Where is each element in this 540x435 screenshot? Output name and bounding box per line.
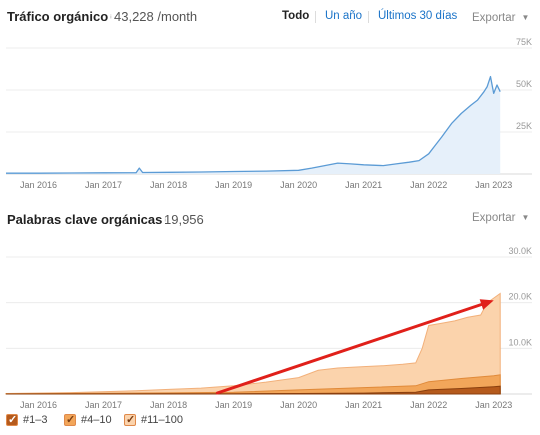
series-11-100-area (5, 292, 501, 395)
x-tick-label: Jan 2017 (85, 400, 122, 410)
series-4-10-area (5, 374, 501, 395)
series-1-3-area (5, 385, 501, 395)
x-tick-label: Jan 2017 (85, 180, 122, 190)
x-tick-label: Jan 2020 (280, 180, 317, 190)
x-tick-label: Jan 2018 (150, 180, 187, 190)
caret-down-icon: ▼ (521, 13, 530, 22)
traffic-line (6, 75, 501, 174)
traffic-export-button[interactable]: Exportar ▼ (472, 12, 530, 24)
x-tick-label: Jan 2016 (20, 180, 57, 190)
y-tick-label: 75K (516, 37, 532, 47)
tab-todo[interactable]: Todo (282, 10, 310, 22)
x-tick-label: Jan 2019 (215, 180, 252, 190)
keywords-title: Palabras clave orgánicas ⁱ (7, 212, 166, 227)
y-tick-label: 30.0K (508, 246, 532, 256)
keywords-chart: 10.0K 20.0K 30.0K Jan 2016 Jan 2017 Jan 2018 J… (5, 246, 532, 410)
keywords-value: 19,956 (164, 212, 204, 227)
tab-divider (368, 11, 369, 23)
x-tick-label: Jan 2022 (410, 180, 447, 190)
y-tick-label: 10.0K (508, 337, 532, 347)
info-icon[interactable]: ⁱ (110, 13, 112, 23)
traffic-title: Tráfico orgánico ⁱ (7, 9, 112, 24)
tab-divider (315, 11, 316, 23)
traffic-header: Tráfico orgánico ⁱ 43,228 /month Todo Un … (0, 0, 540, 26)
x-tick-label: Jan 2021 (345, 400, 382, 410)
x-tick-label: Jan 2023 (475, 180, 512, 190)
y-tick-label: 50K (516, 79, 532, 89)
x-tick-label: Jan 2019 (215, 400, 252, 410)
x-tick-label: Jan 2018 (150, 400, 187, 410)
caret-down-icon: ▼ (521, 213, 530, 222)
keywords-export-button[interactable]: Exportar ▼ (472, 212, 530, 224)
traffic-area (6, 76, 501, 174)
info-icon[interactable]: ⁱ (164, 216, 166, 226)
x-tick-label: Jan 2016 (20, 400, 57, 410)
traffic-value: 43,228 /month (114, 9, 198, 24)
trend-arrow-head (479, 299, 494, 310)
x-tick-label: Jan 2021 (345, 180, 382, 190)
trend-arrow-line (215, 303, 483, 395)
tab-un-ano[interactable]: Un año (325, 10, 363, 22)
checkbox-checked-icon: ✓ (6, 414, 18, 426)
y-tick-label: 20.0K (508, 292, 532, 302)
tab-ultimos-30-dias[interactable]: Últimos 30 días (378, 10, 458, 22)
checkbox-checked-icon: ✓ (124, 414, 136, 426)
keywords-header: Palabras clave orgánicas ⁱ 19,956 Exporta… (0, 203, 540, 229)
traffic-chart: 25K 50K 75K Jan 2016 Jan 2017 Jan 2018 Jan 201… (6, 37, 532, 190)
y-tick-label: 25K (516, 121, 532, 131)
x-tick-label: Jan 2022 (410, 400, 447, 410)
checkbox-checked-icon: ✓ (64, 414, 76, 426)
x-tick-label: Jan 2023 (475, 400, 512, 410)
x-tick-label: Jan 2020 (280, 400, 317, 410)
